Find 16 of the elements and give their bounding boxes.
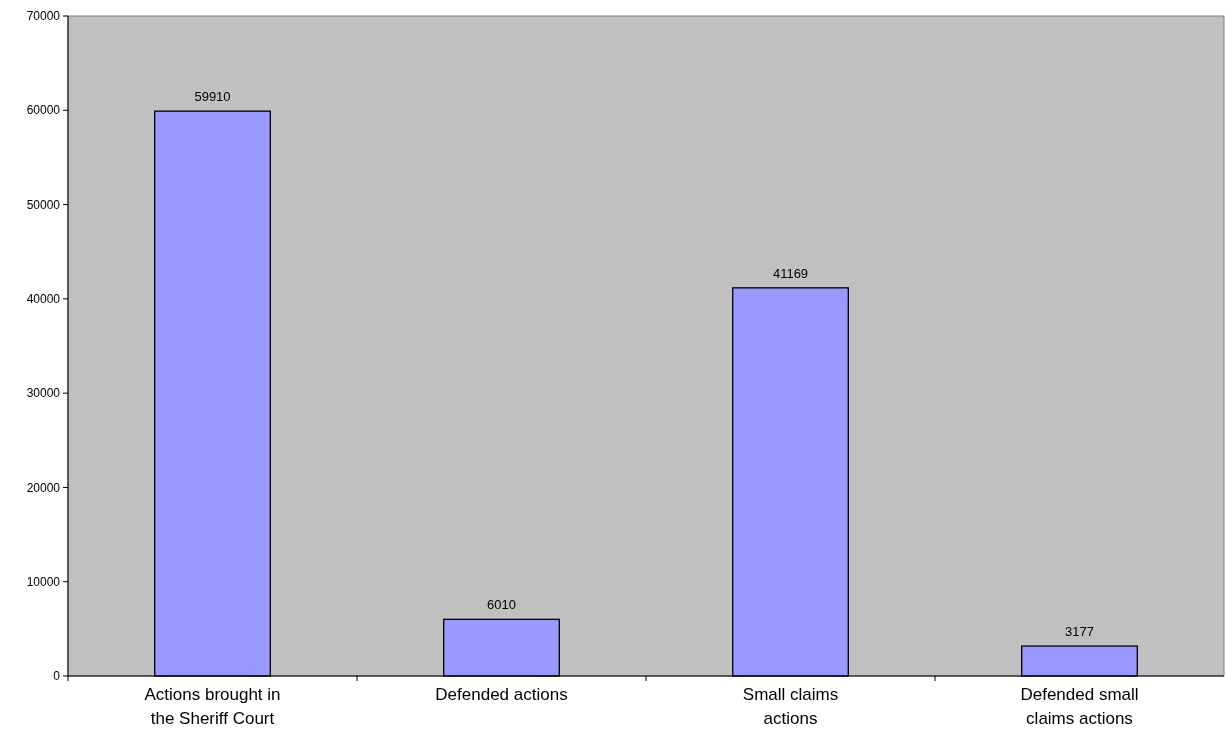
y-tick-label: 40000 [26, 292, 61, 307]
y-tick-label: 70000 [26, 9, 61, 24]
data-label: 3177 [1065, 624, 1094, 640]
data-label: 59910 [194, 89, 231, 105]
y-tick-label: 0 [53, 669, 61, 684]
y-tick-label: 50000 [26, 197, 61, 212]
x-tick-label: Defended small claims actions [1020, 685, 1139, 728]
x-tick-label: Small claims actions [742, 685, 839, 728]
y-tick-label: 20000 [26, 480, 61, 495]
x-tick-label: Actions brought in the Sheriff Court [144, 685, 281, 728]
data-label: 41169 [772, 265, 809, 281]
x-tick-label: Defended actions [435, 685, 568, 704]
y-tick-label: 60000 [26, 103, 61, 118]
data-label: 6010 [487, 597, 516, 613]
y-tick-label: 10000 [26, 574, 61, 589]
y-tick-label: 30000 [26, 386, 61, 401]
